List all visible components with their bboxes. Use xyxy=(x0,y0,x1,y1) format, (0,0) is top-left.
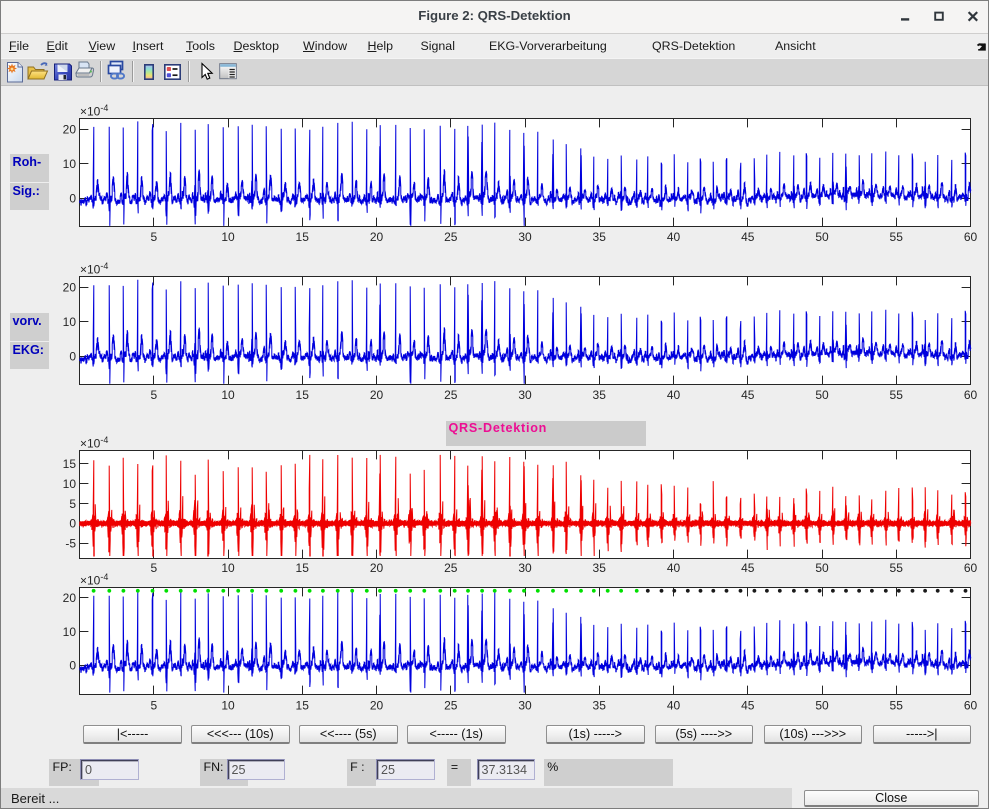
svg-text:25: 25 xyxy=(444,388,458,402)
svg-text:15: 15 xyxy=(296,561,310,575)
svg-text:-5: -5 xyxy=(65,537,76,551)
svg-text:35: 35 xyxy=(593,230,607,244)
svg-text:60: 60 xyxy=(964,388,978,402)
svg-text:20: 20 xyxy=(370,230,384,244)
svg-text:20: 20 xyxy=(370,698,384,712)
svg-text:25: 25 xyxy=(444,561,458,575)
svg-text:55: 55 xyxy=(890,388,904,402)
svg-text:20: 20 xyxy=(63,122,77,136)
svg-text:35: 35 xyxy=(593,698,607,712)
svg-text:20: 20 xyxy=(63,281,77,295)
svg-text:60: 60 xyxy=(964,561,978,575)
svg-text:50: 50 xyxy=(815,561,829,575)
svg-text:0: 0 xyxy=(69,517,76,531)
svg-text:60: 60 xyxy=(964,230,978,244)
svg-text:10: 10 xyxy=(221,698,235,712)
svg-text:20: 20 xyxy=(370,561,384,575)
svg-text:5: 5 xyxy=(150,698,157,712)
svg-text:5: 5 xyxy=(69,497,76,511)
svg-text:15: 15 xyxy=(296,230,310,244)
svg-text:15: 15 xyxy=(296,698,310,712)
svg-text:25: 25 xyxy=(444,230,458,244)
svg-text:45: 45 xyxy=(741,698,755,712)
svg-text:0: 0 xyxy=(69,349,76,363)
svg-text:45: 45 xyxy=(741,230,755,244)
svg-text:0: 0 xyxy=(69,191,76,205)
svg-text:30: 30 xyxy=(518,698,532,712)
svg-text:×10-4: ×10-4 xyxy=(80,261,108,277)
svg-text:10: 10 xyxy=(63,315,77,329)
svg-text:35: 35 xyxy=(593,388,607,402)
svg-text:0: 0 xyxy=(69,659,76,673)
svg-text:10: 10 xyxy=(221,388,235,402)
svg-text:20: 20 xyxy=(370,388,384,402)
svg-text:10: 10 xyxy=(221,230,235,244)
svg-text:40: 40 xyxy=(667,230,681,244)
svg-text:×10-4: ×10-4 xyxy=(80,435,108,451)
svg-text:55: 55 xyxy=(890,561,904,575)
svg-text:25: 25 xyxy=(444,698,458,712)
svg-text:10: 10 xyxy=(63,477,77,491)
svg-text:20: 20 xyxy=(63,591,77,605)
svg-text:30: 30 xyxy=(518,230,532,244)
svg-text:15: 15 xyxy=(296,388,310,402)
svg-text:35: 35 xyxy=(593,561,607,575)
svg-text:50: 50 xyxy=(815,698,829,712)
svg-text:30: 30 xyxy=(518,561,532,575)
svg-text:5: 5 xyxy=(150,388,157,402)
svg-text:5: 5 xyxy=(150,561,157,575)
svg-text:40: 40 xyxy=(667,698,681,712)
svg-text:60: 60 xyxy=(964,698,978,712)
svg-text:10: 10 xyxy=(63,625,77,639)
svg-text:15: 15 xyxy=(63,457,77,471)
svg-text:10: 10 xyxy=(63,157,77,171)
svg-text:5: 5 xyxy=(150,230,157,244)
svg-text:10: 10 xyxy=(221,561,235,575)
svg-text:×10-4: ×10-4 xyxy=(80,103,108,119)
svg-text:30: 30 xyxy=(518,388,532,402)
svg-text:40: 40 xyxy=(667,561,681,575)
svg-text:40: 40 xyxy=(667,388,681,402)
svg-text:50: 50 xyxy=(815,230,829,244)
svg-text:50: 50 xyxy=(815,388,829,402)
svg-text:45: 45 xyxy=(741,561,755,575)
svg-text:×10-4: ×10-4 xyxy=(80,572,108,588)
svg-text:55: 55 xyxy=(890,230,904,244)
svg-text:55: 55 xyxy=(890,698,904,712)
svg-text:45: 45 xyxy=(741,388,755,402)
